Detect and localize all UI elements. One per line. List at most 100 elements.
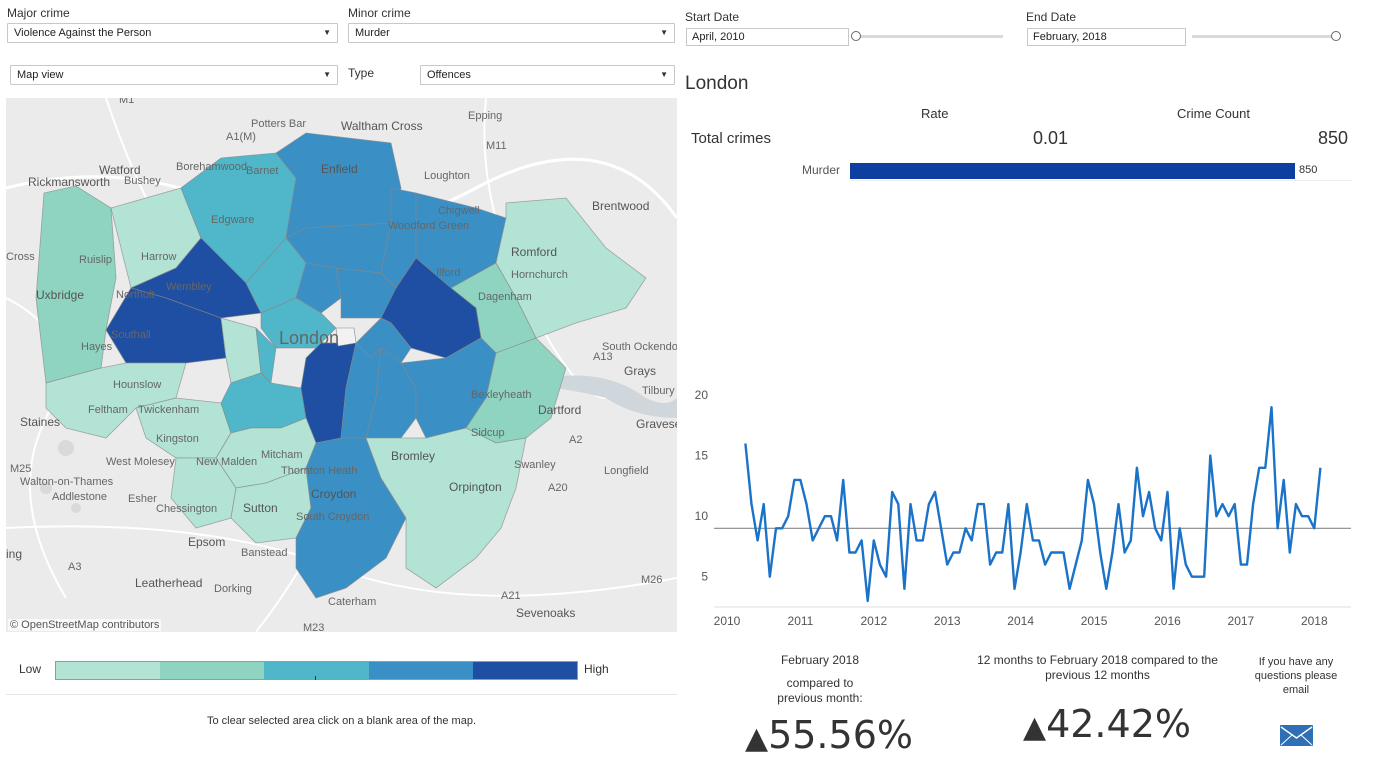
up-arrow-icon: ▲ <box>745 721 769 756</box>
svg-text:A2: A2 <box>569 434 582 446</box>
major-crime-label: Major crime <box>7 6 70 20</box>
murder-bar-value: 850 <box>1299 164 1318 176</box>
legend-segment-3[interactable] <box>264 662 369 679</box>
svg-text:Chigwell: Chigwell <box>438 205 480 217</box>
svg-text:Romford: Romford <box>511 245 557 259</box>
murder-count-series-line <box>744 406 1322 603</box>
svg-text:Southall: Southall <box>111 329 151 341</box>
svg-text:Longfield: Longfield <box>604 465 649 477</box>
dropdown-arrow-icon: ▼ <box>323 28 331 37</box>
x-tick-label: 2011 <box>788 614 814 628</box>
svg-text:West Molesey: West Molesey <box>106 456 175 468</box>
svg-text:Swanley: Swanley <box>514 459 556 471</box>
svg-text:Dagenham: Dagenham <box>478 291 532 303</box>
major-crime-value: Violence Against the Person <box>14 27 152 39</box>
svg-text:Tilbury: Tilbury <box>642 385 675 397</box>
svg-text:Epping: Epping <box>468 110 502 122</box>
svg-text:Twickenham: Twickenham <box>138 404 199 416</box>
start-date-input[interactable]: April, 2010 <box>686 28 849 46</box>
month-change-value: 55.56% <box>768 713 913 757</box>
svg-text:Harrow: Harrow <box>141 251 177 263</box>
major-crime-select[interactable]: Violence Against the Person ▼ <box>7 23 338 43</box>
x-tick-label: 2015 <box>1081 614 1108 628</box>
svg-text:Feltham: Feltham <box>88 404 128 416</box>
total-count-value: 850 <box>1317 128 1348 148</box>
legend-scale[interactable] <box>55 661 578 680</box>
svg-text:Bushey: Bushey <box>124 175 161 187</box>
svg-text:M1: M1 <box>119 98 134 106</box>
envelope-icon <box>1280 726 1313 746</box>
murder-bar[interactable] <box>850 163 1295 179</box>
legend-segment-2[interactable] <box>160 662 265 679</box>
end-date-input[interactable]: February, 2018 <box>1027 28 1186 46</box>
email-icon[interactable] <box>1280 725 1313 746</box>
month-change: ▲55.56% <box>745 713 913 757</box>
svg-text:Potters Bar: Potters Bar <box>251 118 306 130</box>
murder-bar-track[interactable] <box>850 163 1295 179</box>
svg-text:Rickmansworth: Rickmansworth <box>28 175 110 189</box>
total-rate-value: 0.01 <box>1033 128 1069 148</box>
svg-text:Sidcup: Sidcup <box>471 427 505 439</box>
end-date-slider-track[interactable] <box>1192 35 1339 38</box>
svg-text:Ilford: Ilford <box>436 267 460 279</box>
legend-low-label: Low <box>19 662 42 676</box>
svg-text:Mitcham: Mitcham <box>261 449 303 461</box>
crime-count-header: Crime Count <box>1177 106 1250 121</box>
y-tick-label: 15 <box>695 449 709 463</box>
borough-islington[interactable] <box>295 262 342 314</box>
start-date-slider-track[interactable] <box>856 35 1003 38</box>
legend-high-label: High <box>584 662 609 676</box>
svg-text:Hayes: Hayes <box>81 341 113 353</box>
london-borough-map[interactable]: M1 Potters Bar Waltham Cross Epping A1(M… <box>6 98 677 632</box>
type-select[interactable]: Offences ▼ <box>420 65 675 85</box>
svg-text:A1(M): A1(M) <box>226 131 256 143</box>
borough-bromley[interactable] <box>365 427 527 589</box>
svg-text:A21: A21 <box>501 590 521 602</box>
svg-text:Barnet: Barnet <box>246 165 278 177</box>
svg-text:Bromley: Bromley <box>391 449 435 463</box>
svg-text:Brentwood: Brentwood <box>592 199 649 213</box>
year-change-value: 42.42% <box>1046 702 1191 746</box>
end-date-slider-handle[interactable] <box>1331 31 1341 41</box>
trend-chart[interactable]: 5 10 15 20 2010 2011 2012 2013 2014 2015 2016 2017 2… <box>686 378 1356 638</box>
svg-text:Croydon: Croydon <box>311 487 356 501</box>
borough-enfield[interactable] <box>275 132 402 239</box>
start-date-slider-handle[interactable] <box>851 31 861 41</box>
map-canvas[interactable]: M1 Potters Bar Waltham Cross Epping A1(M… <box>6 98 677 632</box>
total-crimes-label: Total crimes <box>691 130 772 147</box>
svg-text:Chessington: Chessington <box>156 503 217 515</box>
svg-text:London: London <box>279 328 339 348</box>
minor-crime-select[interactable]: Murder ▼ <box>348 23 675 43</box>
dropdown-arrow-icon: ▼ <box>323 70 331 79</box>
svg-text:Bexleyheath: Bexleyheath <box>471 389 532 401</box>
svg-text:South Croydon: South Croydon <box>296 511 369 523</box>
dropdown-arrow-icon: ▼ <box>660 28 668 37</box>
svg-text:Staines: Staines <box>20 415 60 429</box>
up-arrow-icon: ▲ <box>1023 710 1047 745</box>
svg-text:Wembley: Wembley <box>166 281 212 293</box>
legend-segment-4[interactable] <box>368 662 473 679</box>
svg-text:A3: A3 <box>68 561 81 573</box>
borough-westminster[interactable] <box>260 297 337 349</box>
map-attribution[interactable]: © OpenStreetMap contributors <box>8 619 162 631</box>
svg-text:Cross: Cross <box>6 251 35 263</box>
view-select[interactable]: Map view ▼ <box>10 65 338 85</box>
svg-text:Epsom: Epsom <box>188 535 225 549</box>
svg-text:Loughton: Loughton <box>424 170 470 182</box>
legend-segment-5[interactable] <box>472 662 578 679</box>
svg-text:Walton-on-Thames: Walton-on-Thames <box>20 476 114 488</box>
svg-text:Dartford: Dartford <box>538 403 581 417</box>
svg-text:Watford: Watford <box>99 163 141 177</box>
rate-header: Rate <box>921 106 949 121</box>
borough-havering[interactable] <box>495 197 647 339</box>
legend-segment-1[interactable] <box>56 662 161 679</box>
y-tick-label: 20 <box>695 388 709 402</box>
trend-chart-svg[interactable]: 5 10 15 20 2010 2011 2012 2013 2014 2015 2016 2017 2… <box>686 378 1356 638</box>
year-change: ▲42.42% <box>1023 702 1191 746</box>
svg-text:Banstead: Banstead <box>241 547 287 559</box>
svg-text:Orpington: Orpington <box>449 480 502 494</box>
view-value: Map view <box>17 69 64 81</box>
svg-text:Gravesend: Gravesend <box>636 417 677 431</box>
start-date-label: Start Date <box>685 10 740 24</box>
svg-text:Ruislip: Ruislip <box>79 254 112 266</box>
